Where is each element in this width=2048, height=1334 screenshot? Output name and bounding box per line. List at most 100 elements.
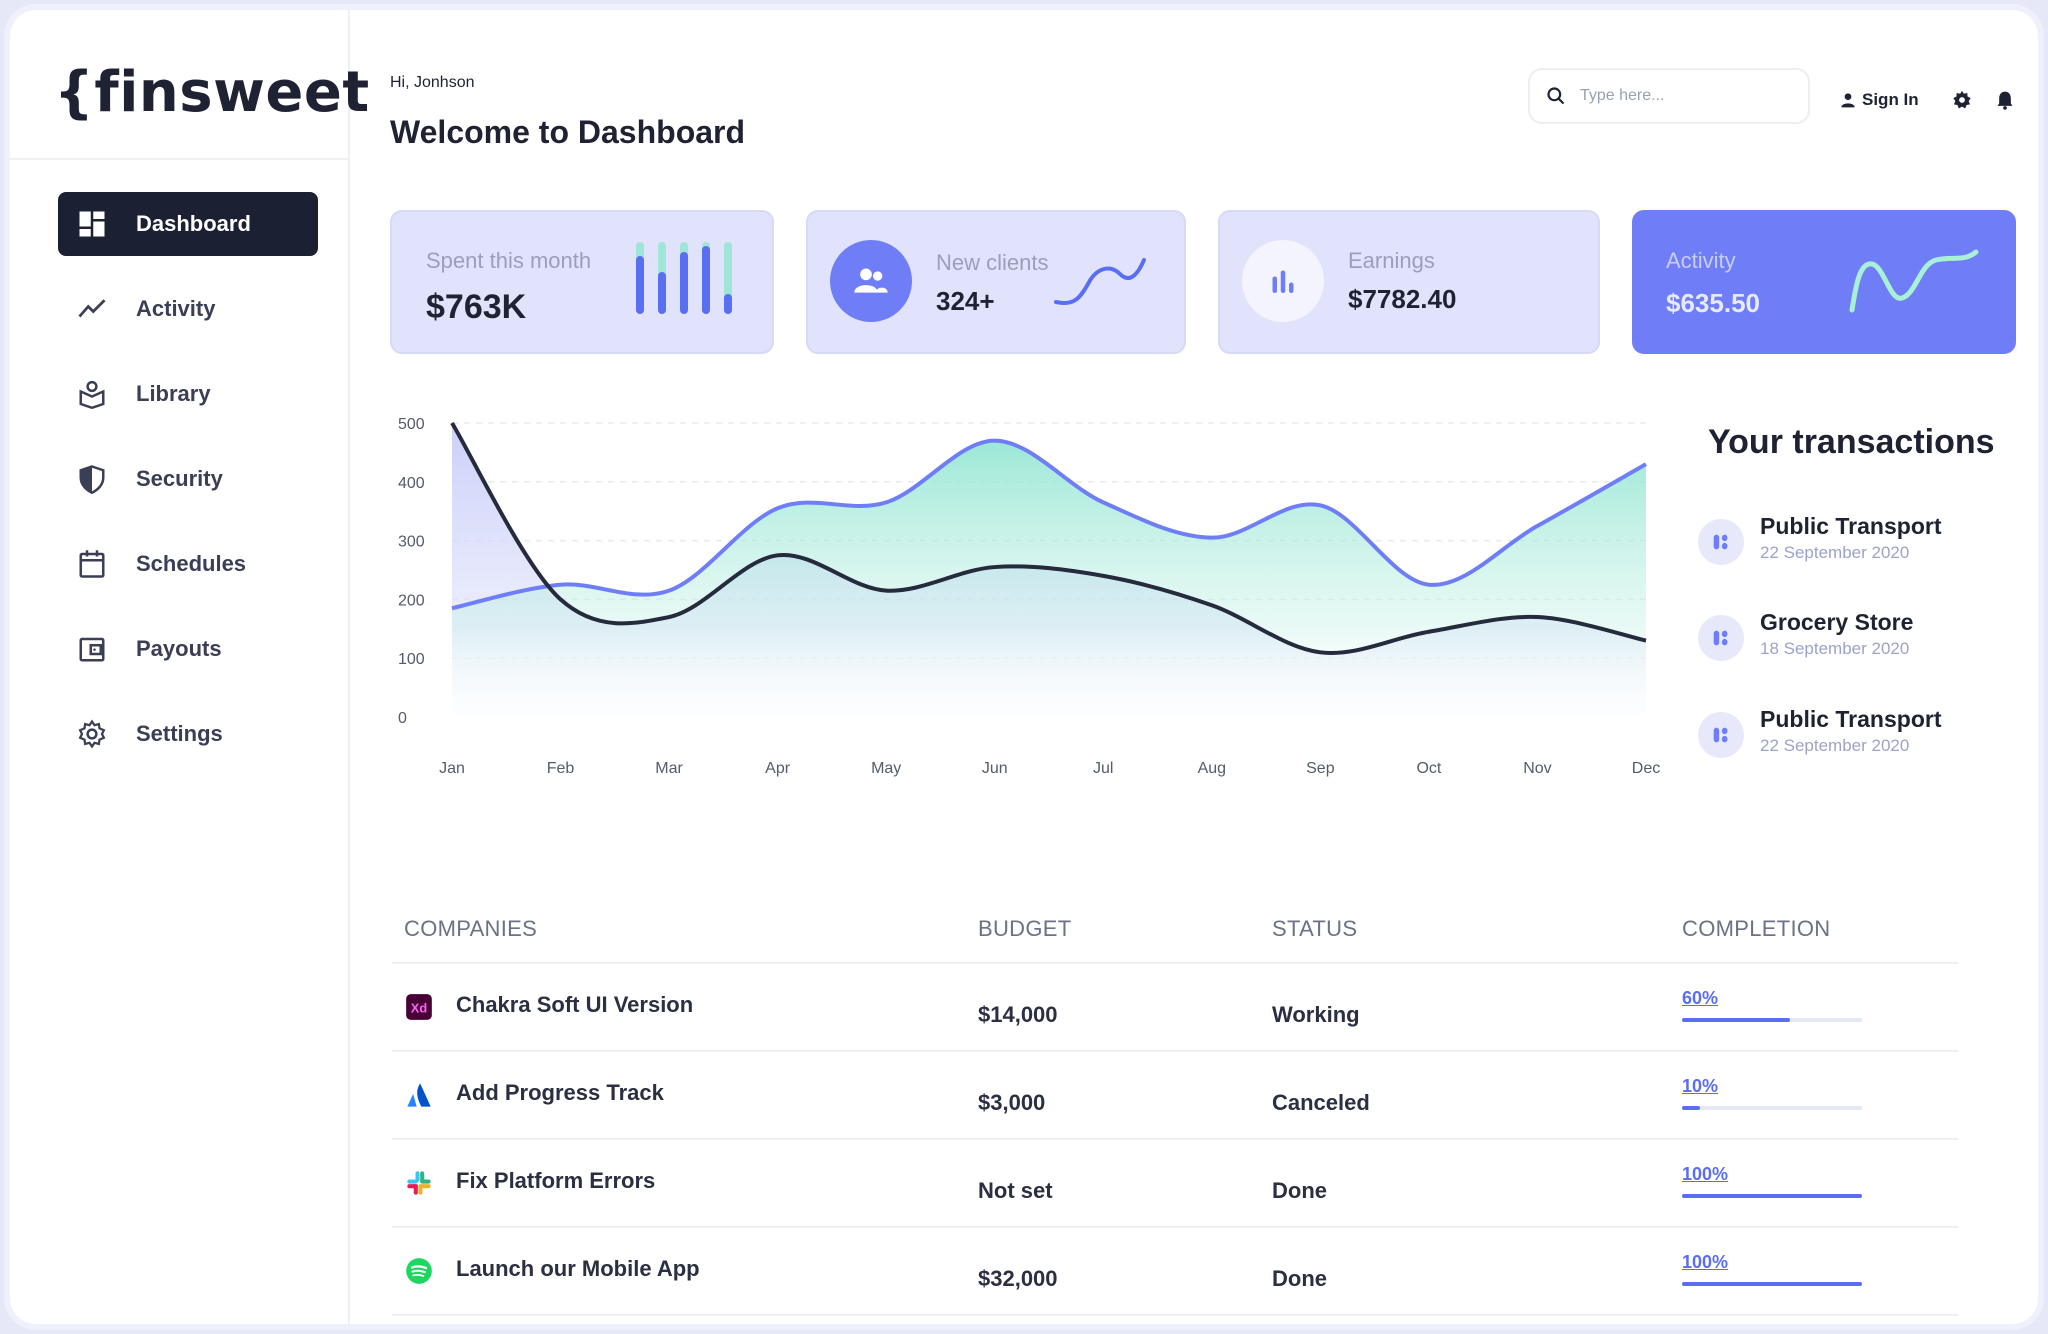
company-name: Add Progress Track [456, 1080, 664, 1105]
sign-in-button[interactable]: Sign In [1840, 90, 1919, 110]
library-icon [76, 378, 108, 410]
revenue-area-chart: 0 100 200 300 400 500 Jan Feb Mar Apr May Jun Jul Aug… [398, 416, 1660, 777]
x-tick-label: Jan [439, 760, 465, 777]
table-row[interactable]: Fix Platform Errors Not set Done 100% [392, 1140, 1958, 1228]
transaction-item[interactable]: Grocery Store 18 September 2020 [1698, 609, 2018, 669]
progress-bar [1682, 1282, 1862, 1286]
stat-card-new-clients[interactable]: New clients 324+ [806, 210, 1186, 354]
transaction-name: Public Transport [1760, 513, 1942, 539]
transaction-item[interactable]: Public Transport 22 September 2020 [1698, 513, 2018, 573]
stat-card-earnings[interactable]: Earnings $7782.40 [1218, 210, 1600, 354]
sidebar-item-security[interactable]: Security [58, 447, 318, 511]
divider [10, 158, 348, 160]
app-window: {finsweet Dashboard Activity Library [4, 4, 2044, 1330]
table-row[interactable]: Launch our Mobile App $32,000 Done 100% [392, 1228, 1958, 1316]
y-tick-label: 300 [398, 534, 425, 551]
calendar-icon [76, 548, 108, 580]
x-tick-label: Oct [1416, 760, 1441, 777]
y-tick-label: 400 [398, 475, 425, 492]
x-tick-label: Nov [1523, 760, 1551, 777]
table-row[interactable]: Xd Chakra Soft UI Version $14,000 Workin… [392, 964, 1958, 1052]
gear-icon [76, 718, 108, 750]
y-tick-label: 100 [398, 651, 425, 668]
progress-fill [1682, 1018, 1790, 1022]
bell-icon[interactable] [1995, 90, 2015, 110]
bar-chart-icon [1242, 240, 1324, 322]
dashboard-icon [76, 208, 108, 240]
grocery-icon [1698, 615, 1744, 661]
completion-percent: 60% [1682, 988, 1719, 1008]
progress-bar [1682, 1106, 1862, 1110]
completion-percent: 10% [1682, 1076, 1719, 1096]
transaction-date: 18 September 2020 [1760, 639, 1910, 658]
atlassian-logo-icon [404, 1080, 434, 1110]
stat-value: 324+ [936, 286, 995, 316]
x-tick-label: Jul [1093, 760, 1113, 777]
search-input[interactable] [1580, 87, 1790, 105]
progress-bar [1682, 1194, 1862, 1198]
status-value: Canceled [1272, 1090, 1370, 1115]
stat-label: Activity [1666, 248, 1736, 273]
sidebar-nav: Dashboard Activity Library Security [58, 192, 318, 787]
transactions-title: Your transactions [1708, 423, 1995, 461]
search-box[interactable] [1528, 68, 1810, 124]
area-fade [452, 627, 1646, 719]
sidebar-item-payouts[interactable]: Payouts [58, 617, 318, 681]
settings-gear-icon[interactable] [1952, 90, 1972, 110]
completion-percent: 100% [1682, 1252, 1729, 1272]
column-header-budget: BUDGET [978, 916, 1072, 941]
sidebar-item-label: Security [136, 466, 223, 491]
sidebar-item-label: Library [136, 381, 211, 406]
stat-value: $7782.40 [1348, 284, 1457, 314]
transport-icon [1698, 519, 1744, 565]
sidebar-item-label: Schedules [136, 551, 247, 576]
stat-label: Earnings [1348, 248, 1435, 273]
page-title: Welcome to Dashboard [390, 114, 746, 150]
x-tick-label: Sep [1306, 760, 1335, 777]
search-icon [1547, 87, 1565, 105]
status-value: Working [1272, 1002, 1360, 1027]
transaction-name: Public Transport [1760, 706, 1942, 732]
transaction-name: Grocery Store [1760, 609, 1914, 635]
stat-label: Spent this month [426, 248, 592, 273]
sidebar-item-library[interactable]: Library [58, 362, 318, 426]
x-tick-label: May [871, 760, 901, 777]
wave-sparkline-icon [1849, 249, 1979, 313]
x-tick-label: Apr [765, 760, 791, 777]
progress-fill [1682, 1194, 1862, 1198]
status-value: Done [1272, 1266, 1327, 1291]
completion-percent: 100% [1682, 1164, 1729, 1184]
x-tick-label: Dec [1632, 760, 1660, 777]
x-tick-label: Jun [982, 760, 1008, 777]
transport-icon [1698, 712, 1744, 758]
brand-logo[interactable]: {finsweet [54, 60, 370, 125]
table-row[interactable]: Add Progress Track $3,000 Canceled 10% [392, 1052, 1958, 1140]
shield-icon [76, 463, 108, 495]
progress-bar [1682, 1018, 1862, 1022]
greeting: Hi, Jonhson [390, 74, 475, 91]
spotify-logo-icon [404, 1256, 434, 1286]
x-tick-label: Aug [1198, 760, 1226, 777]
transaction-date: 22 September 2020 [1760, 543, 1910, 562]
series-line [451, 438, 1647, 611]
company-name: Chakra Soft UI Version [456, 992, 694, 1017]
column-header-companies: COMPANIES [404, 916, 538, 941]
sidebar-item-dashboard[interactable]: Dashboard [58, 192, 318, 256]
progress-fill [1682, 1106, 1700, 1110]
transaction-item[interactable]: Public Transport 22 September 2020 [1698, 706, 2018, 766]
column-header-completion: COMPLETION [1682, 916, 1831, 941]
company-name: Fix Platform Errors [456, 1168, 656, 1193]
bar-sparkline-icon [636, 242, 732, 314]
user-icon [1841, 93, 1855, 108]
y-tick-label: 200 [398, 592, 425, 609]
sign-in-label: Sign In [1862, 90, 1919, 109]
sidebar-item-settings[interactable]: Settings [58, 702, 318, 766]
sidebar-item-label: Payouts [136, 636, 222, 661]
stat-card-activity[interactable]: Activity $635.50 [1632, 210, 2016, 354]
budget-value: $14,000 [978, 1002, 1058, 1027]
sidebar-item-schedules[interactable]: Schedules [58, 532, 318, 596]
svg-text:Xd: Xd [411, 1000, 427, 1015]
stat-card-spent[interactable]: Spent this month $763K [390, 210, 774, 354]
sidebar-item-activity[interactable]: Activity [58, 277, 318, 341]
sidebar-item-label: Settings [136, 721, 223, 746]
